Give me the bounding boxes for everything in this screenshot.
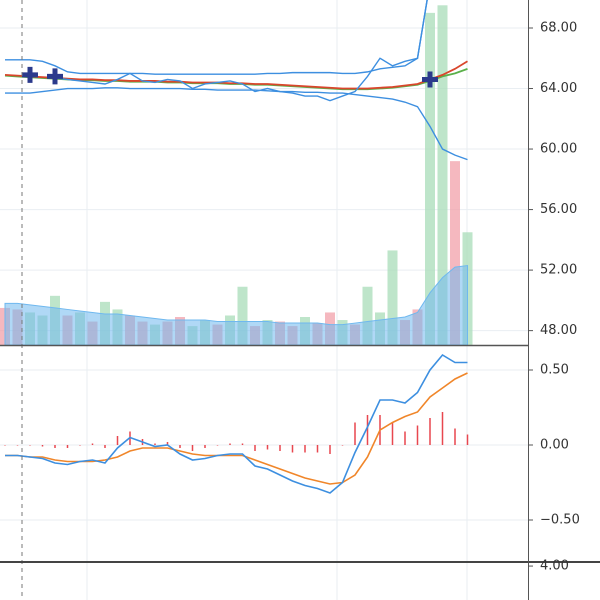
- y-tick-label: 56.00: [540, 202, 577, 217]
- histogram-bar: [91, 443, 94, 445]
- y-tick-label: 60.00: [540, 142, 577, 157]
- histogram-bar: [79, 445, 81, 446]
- volume-bar: [237, 286, 248, 345]
- volume-bar: [437, 5, 448, 345]
- histogram-bar: [366, 415, 369, 445]
- volume-ma-area: [4, 264, 468, 345]
- histogram-bar: [166, 442, 169, 445]
- histogram-bar: [41, 445, 44, 447]
- histogram-bar: [341, 445, 344, 446]
- ma-fast-line: [4, 60, 468, 90]
- signal-marker: [22, 66, 38, 83]
- histogram-bar: [354, 422, 356, 445]
- histogram-bar: [304, 445, 306, 453]
- pane: [4, 353, 469, 494]
- signal-marker: [47, 68, 63, 85]
- plot-layer: [0, 0, 528, 521]
- histogram-bar: [16, 445, 19, 446]
- y-tick-label: −0.50: [540, 513, 580, 528]
- histogram-bar: [266, 445, 269, 450]
- histogram-bar: [66, 445, 69, 448]
- histogram-bar: [54, 445, 56, 448]
- volume-bar: [387, 250, 398, 345]
- histogram-bar: [429, 418, 431, 445]
- y-tick-label: 0.00: [540, 438, 569, 453]
- macd-line: [5, 353, 468, 494]
- histogram-bar: [291, 445, 294, 453]
- y-tick-label: 52.00: [540, 263, 577, 278]
- y-tick-label: 0.50: [540, 363, 569, 378]
- histogram-bar: [216, 445, 219, 446]
- histogram-bar: [116, 436, 119, 445]
- histogram-bar: [441, 412, 444, 445]
- volume-bar: [425, 12, 435, 345]
- lower-line: [5, 87, 468, 161]
- y-tick-label: 48.00: [540, 323, 577, 338]
- histogram-bar: [279, 445, 281, 451]
- histogram-bar: [229, 443, 231, 445]
- histogram-bar: [329, 445, 331, 454]
- histogram-bar: [254, 445, 256, 451]
- y-tick-label: 68.00: [540, 20, 577, 35]
- histogram-bar: [241, 443, 244, 445]
- signal-marker: [422, 71, 438, 88]
- histogram-bar: [104, 445, 106, 448]
- volume-bar: [450, 161, 460, 345]
- histogram-bar: [179, 445, 181, 448]
- histogram-bar: [204, 445, 206, 448]
- histogram-bar: [454, 428, 456, 445]
- y-tick-label: 64.00: [540, 81, 577, 96]
- price-line: [54, 0, 428, 102]
- histogram-bar: [416, 425, 419, 445]
- histogram-bar: [316, 445, 319, 453]
- histogram-bar: [191, 445, 194, 451]
- histogram-bar: [29, 445, 31, 446]
- histogram-bar: [391, 422, 394, 445]
- histogram-bar: [404, 431, 406, 445]
- volume-bar: [362, 286, 373, 345]
- upper-line: [5, 0, 428, 75]
- histogram-bar: [154, 443, 156, 445]
- histogram-bar: [466, 434, 469, 445]
- histogram-bar: [4, 445, 6, 446]
- pane: [0, 0, 473, 345]
- y-tick-label: 4.00: [540, 559, 569, 574]
